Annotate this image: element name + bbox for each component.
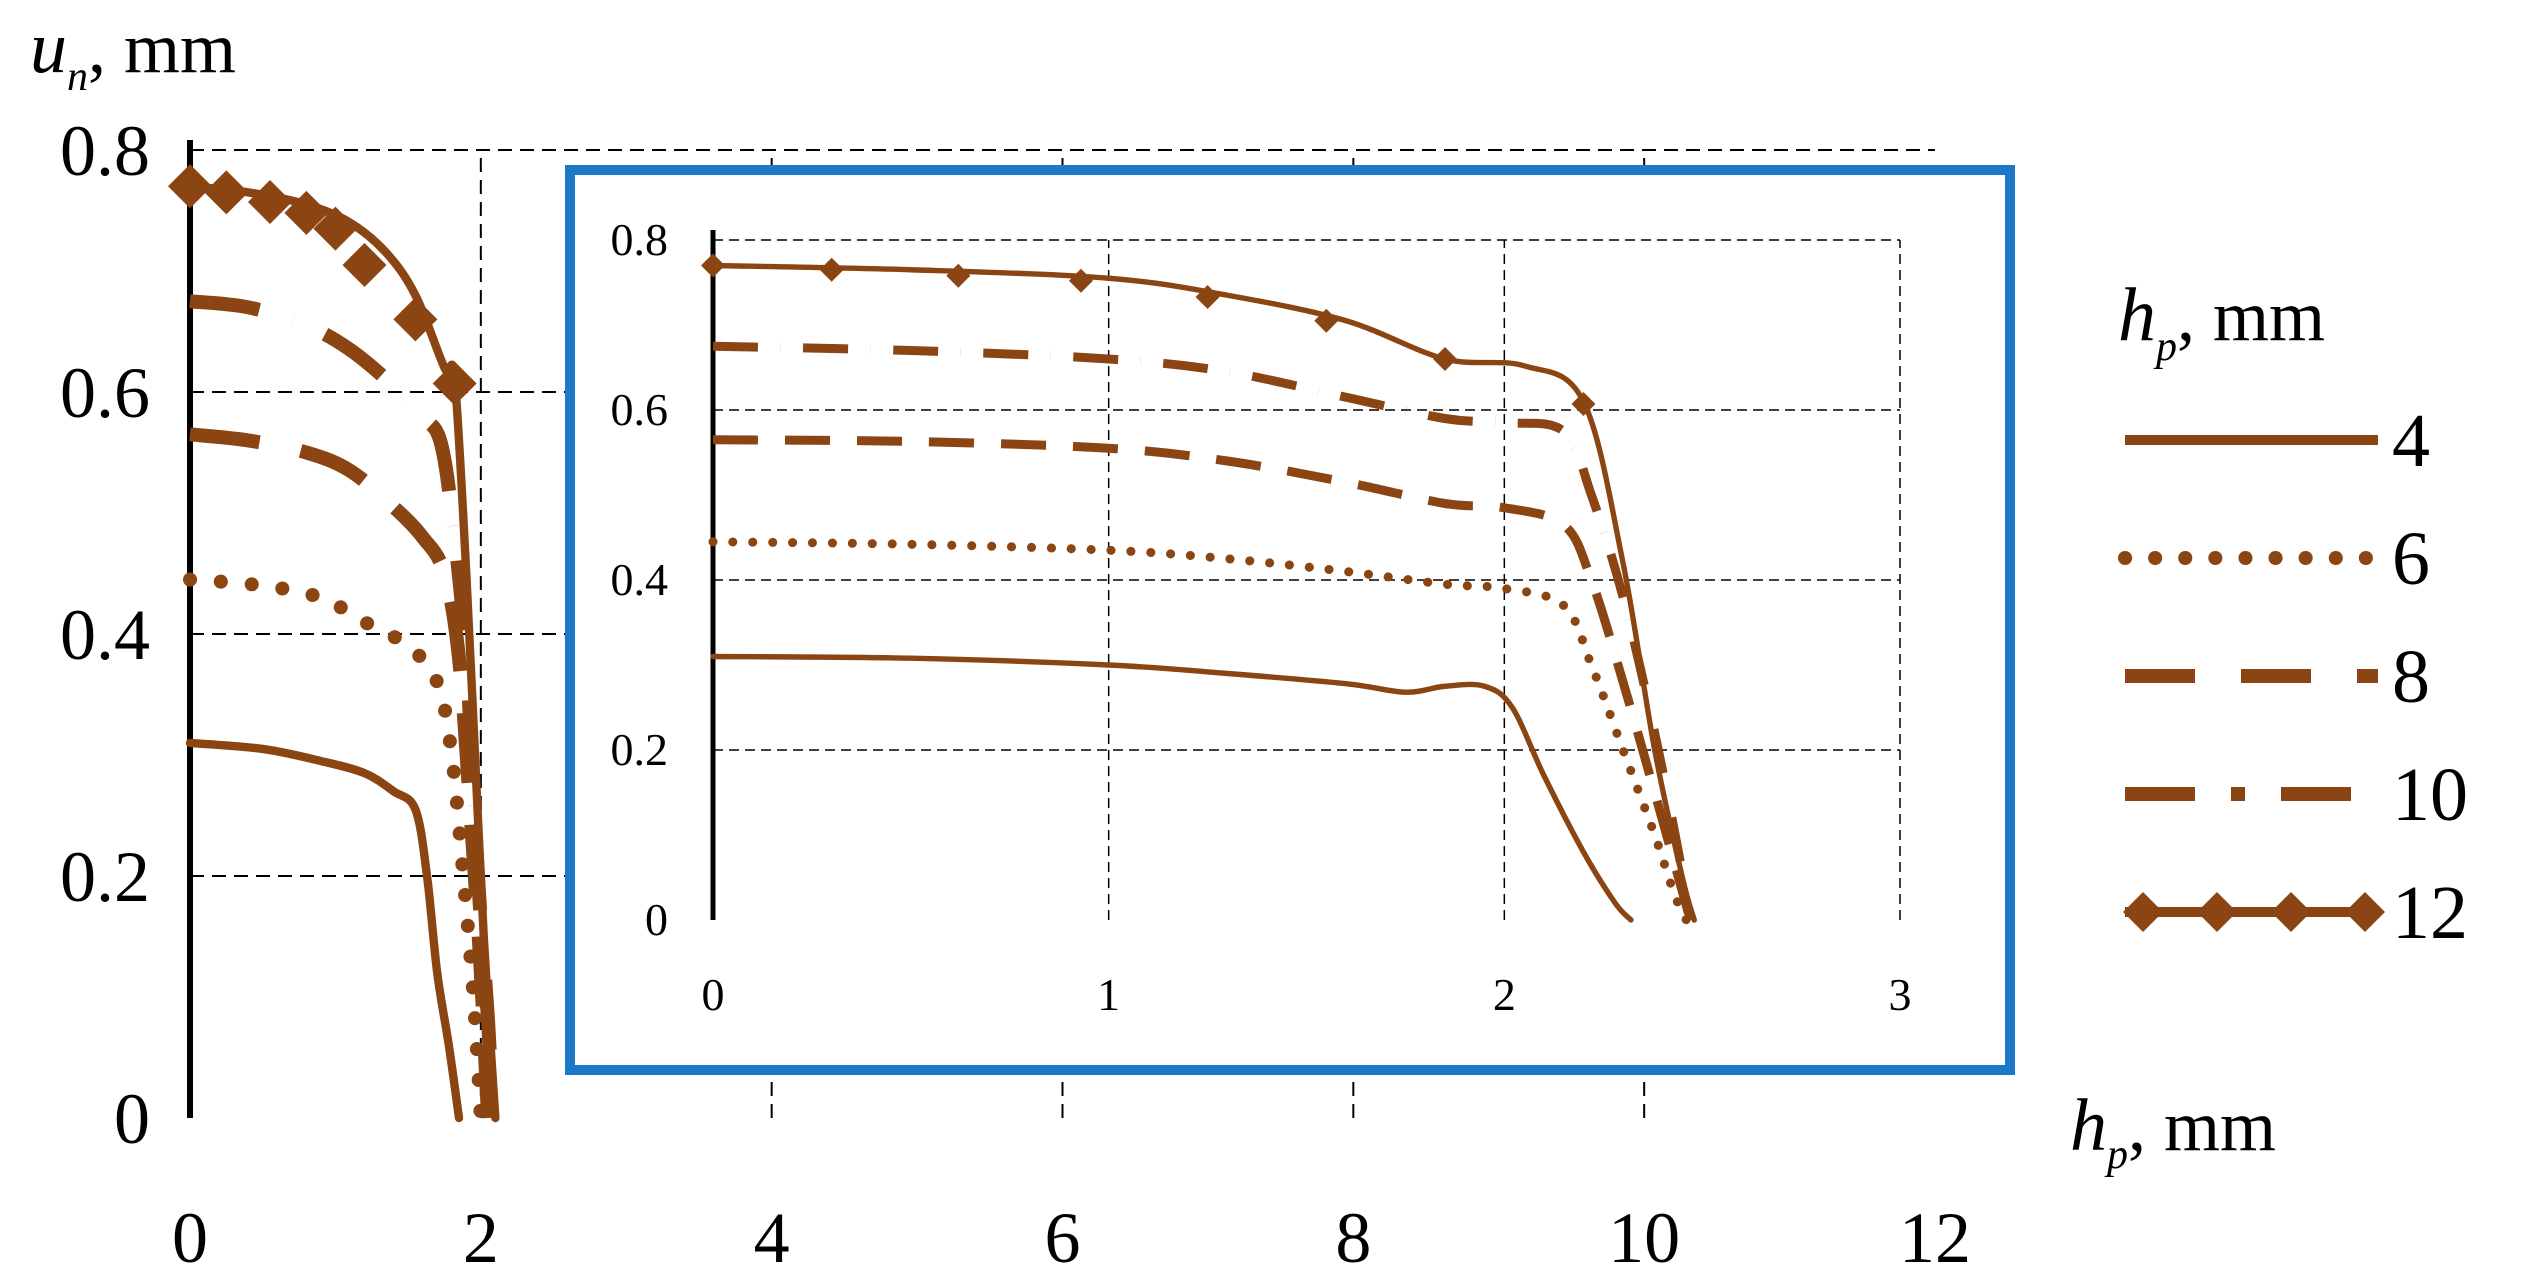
inset-x-tick-label: 3 [1889,969,1912,1020]
main-y-axis-label: un, mm [30,7,236,100]
main-x-tick-label: 8 [1335,1198,1371,1278]
inset-y-tick-label: 0.4 [611,554,669,605]
main-series-10-line [189,294,500,1119]
legend-label-12: 12 [2392,871,2468,955]
legend-label-8: 8 [2392,635,2430,719]
legend-swatch-12-marker [2123,892,2163,932]
main-x-tick-label: 6 [1045,1198,1081,1278]
main-y-axis-unit: , mm [88,8,236,88]
main-series-12-marker [432,361,477,406]
inset-series-12-marker [819,257,844,282]
inset-series-12-marker [701,253,725,278]
main-x-tick-label: 4 [754,1198,790,1278]
main-y-tick-label: 0 [114,1079,150,1159]
inset-y-tick-label: 0.8 [611,214,669,265]
legend-title-symbol: h [2118,273,2156,357]
inset-y-tick-label: 0.2 [611,724,669,775]
main-x-tick-label: 12 [1899,1198,1971,1278]
inset-series-12-marker [1068,268,1093,293]
main-x-axis-symbol: h [2070,1085,2107,1167]
inset-y-tick-label: 0 [645,894,668,945]
main-series-8-line [189,427,496,1119]
main-x-tick-label: 2 [463,1198,499,1278]
main-y-axis-subscript: n [67,54,88,100]
legend-title-unit: , mm [2177,276,2325,356]
main-series-12-marker [247,180,292,225]
legend-swatch-12-marker [2271,892,2311,932]
inset-series-12-marker [1314,308,1339,333]
main-series-12-line [185,182,500,1123]
main-series-12-marker [393,297,438,342]
main-series-12-marker [204,170,249,215]
inset-series [701,253,1697,925]
main-y-tick-label: 0.8 [60,111,150,191]
inset-series-8-line [712,435,1695,922]
main-y-tick-label: 0.6 [60,353,150,433]
legend-title: hp, mm [2118,273,2325,370]
main-series-12-marker [313,206,358,251]
inset-series-10-line [712,341,1695,921]
main-series-12-marker [342,242,387,287]
inset-series-12-line [710,262,1697,923]
inset-x-tick-label: 0 [702,969,725,1020]
inset-y-tick-label: 0.6 [611,384,669,435]
main-series-6-line [183,572,488,1125]
legend: hp, mm 4 6 8 10 12 [2118,273,2468,955]
legend-entries: 4 6 8 10 12 [2118,399,2468,955]
legend-swatch-12-marker [2197,892,2237,932]
main-x-axis-unit: , mm [2128,1086,2276,1166]
main-x-axis-subscript: p [2104,1132,2128,1178]
inset-series-6-line [708,537,1691,925]
main-x-axis-label: hp, mm [2070,1085,2276,1178]
inset-series-12-marker [1571,392,1596,417]
legend-swatch-12-marker [2345,892,2385,932]
inset-series-4-line [710,653,1634,923]
main-tick-labels: 00.20.40.60.80 2 4 6 8 10 12 [60,111,1971,1278]
inset-series-12-marker [946,263,971,288]
inset-series-12-marker [1195,284,1220,309]
main-y-tick-label: 0.2 [60,837,150,917]
inset-frame [565,165,2015,1075]
main-series-4-line [185,738,464,1123]
legend-label-4: 4 [2392,399,2430,483]
inset-tick-labels: 0 0.2 0.4 0.6 0.8 0 1 2 3 [611,214,1912,1020]
inset-x-tick-label: 2 [1493,969,1516,1020]
main-y-tick-label: 0.4 [60,595,150,675]
main-series-12-marker [168,164,212,209]
main-y-axis-symbol: u [30,7,67,89]
legend-label-6: 6 [2392,517,2430,601]
legend-label-10: 10 [2392,753,2468,837]
main-x-tick-label: 10 [1608,1198,1680,1278]
legend-title-subscript: p [2153,324,2177,370]
main-x-tick-label: 0 [172,1198,208,1278]
main-series-12-marker [284,190,329,235]
inset-x-tick-label: 1 [1097,969,1120,1020]
main-series [168,164,500,1125]
inset-grid [713,239,1901,920]
inset-series-12-marker [1432,347,1457,371]
